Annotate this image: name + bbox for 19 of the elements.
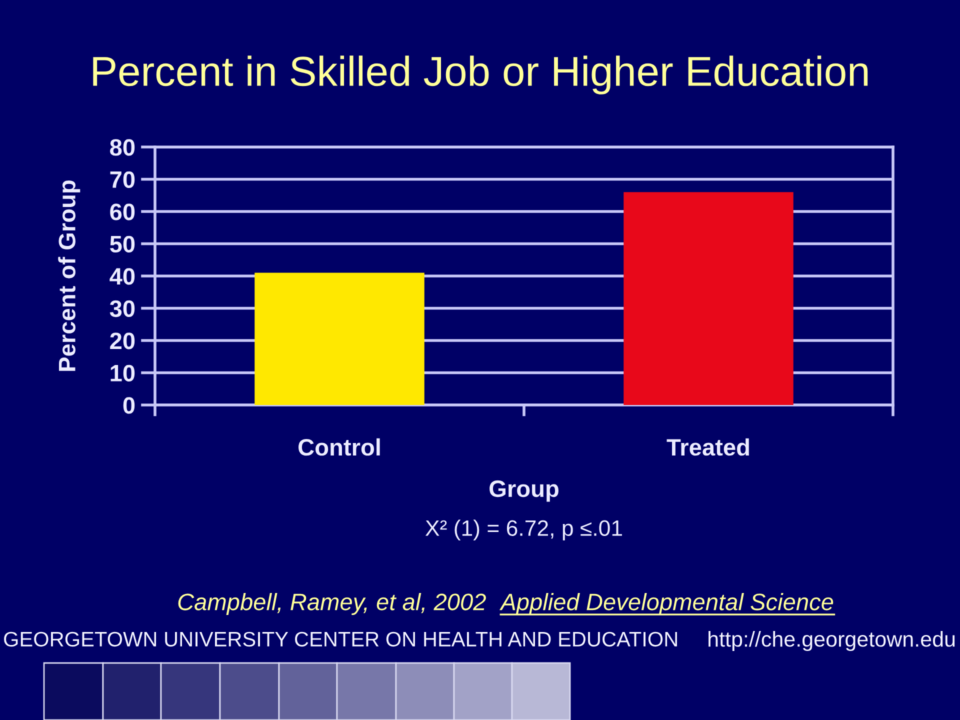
x-tick-label: Control [298,438,380,456]
chart-title: Percent in Skilled Job or Higher Education [93,56,868,94]
y-axis-title: Percent of Group [58,180,80,371]
text: Campbell, Ramey, et al, 2002 [178,592,486,616]
x-tick-label: Treated [666,438,749,456]
text: http://che.georgetown.edu [708,630,955,652]
text: GEORGETOWN UNIVERSITY CENTER ON HEALTH AND EDUCATION [4,632,677,647]
y-tick-label: 20 [110,332,135,350]
y-tick-label: 10 [110,364,135,382]
y-tick-label: 0 [123,397,135,414]
y-tick-label: 30 [110,300,135,318]
y-tick-label: 60 [110,204,135,220]
y-tick-label: 80 [110,139,135,156]
y-tick-label: 40 [110,268,135,285]
text: X² (1) = 6.72, p ≤.01 [425,520,622,540]
y-tick-label: 70 [110,171,135,188]
x-axis-title: Group [490,480,558,502]
text: Applied Developmental Science [499,592,834,616]
y-tick-label: 50 [110,236,135,253]
